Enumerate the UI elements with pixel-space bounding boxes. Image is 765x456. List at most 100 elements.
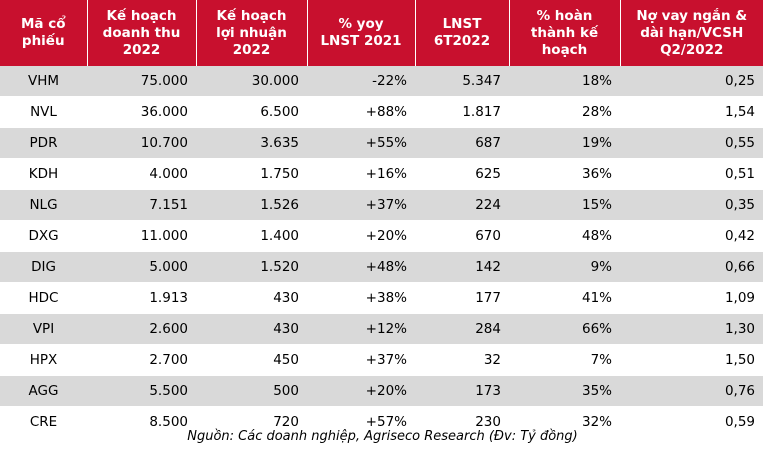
cell-completion: 48%	[509, 220, 620, 252]
table-body: VHM 75.000 30.000 -22% 5.347 18% 0,25 NVL 36.000…	[0, 66, 763, 438]
header-lnst-6t: LNST 6T2022	[415, 0, 510, 66]
cell-revenue-plan: 5.000	[87, 251, 196, 283]
table-row: VHM 75.000 30.000 -22% 5.347 18% 0,25	[0, 66, 763, 97]
cell-yoy: -22%	[307, 66, 415, 97]
table-row: CRE 8.500 720 +57% 230 32% 0,59	[0, 406, 763, 438]
header-ticker-label: Mã cổ phiếu	[20, 16, 66, 49]
cell-debt-ratio: 0,42	[620, 220, 763, 252]
cell-completion: 41%	[509, 282, 620, 314]
cell-profit-plan: 430	[196, 313, 307, 345]
cell-ticker: DIG	[0, 251, 87, 283]
source-note: Nguồn: Các doanh nghiệp, Agriseco Resear…	[187, 429, 578, 444]
cell-lnst-6t: 670	[415, 220, 509, 252]
cell-yoy: +48%	[307, 251, 415, 283]
cell-lnst-6t: 224	[415, 189, 509, 221]
cell-lnst-6t: 173	[415, 375, 509, 407]
table-row: VPI 2.600 430 +12% 284 66% 1,30	[0, 313, 763, 345]
cell-completion: 18%	[509, 66, 620, 97]
cell-revenue-plan: 5.500	[87, 375, 196, 407]
cell-yoy: +20%	[307, 220, 415, 252]
cell-completion: 15%	[509, 189, 620, 221]
cell-profit-plan: 30.000	[196, 66, 307, 97]
cell-debt-ratio: 1,09	[620, 282, 763, 314]
cell-completion: 9%	[509, 251, 620, 283]
cell-revenue-plan: 10.700	[87, 127, 196, 159]
cell-debt-ratio: 0,25	[620, 66, 763, 97]
cell-profit-plan: 6.500	[196, 96, 307, 128]
cell-ticker: VPI	[0, 313, 87, 345]
cell-lnst-6t: 284	[415, 313, 509, 345]
cell-lnst-6t: 1.817	[415, 96, 509, 128]
header-revenue-plan-label: Kế hoạch doanh thu 2022	[102, 7, 181, 58]
real-estate-plan-table: Mã cổ phiếu Kế hoạch doanh thu 2022 Kế h…	[0, 0, 763, 438]
cell-profit-plan: 1.400	[196, 220, 307, 252]
cell-yoy: +20%	[307, 375, 415, 407]
cell-profit-plan: 430	[196, 282, 307, 314]
cell-profit-plan: 450	[196, 344, 307, 376]
cell-debt-ratio: 0,66	[620, 251, 763, 283]
cell-yoy: +55%	[307, 127, 415, 159]
cell-yoy: +37%	[307, 344, 415, 376]
table-row: KDH 4.000 1.750 +16% 625 36% 0,51	[0, 158, 763, 190]
cell-profit-plan: 1.750	[196, 158, 307, 190]
table-row: HDC 1.913 430 +38% 177 41% 1,09	[0, 282, 763, 314]
cell-debt-ratio: 0,59	[620, 406, 763, 438]
cell-ticker: NVL	[0, 96, 87, 128]
cell-yoy: +38%	[307, 282, 415, 314]
header-row: Mã cổ phiếu Kế hoạch doanh thu 2022 Kế h…	[0, 0, 763, 66]
cell-yoy: +12%	[307, 313, 415, 345]
cell-yoy: +37%	[307, 189, 415, 221]
cell-completion: 32%	[509, 406, 620, 438]
cell-profit-plan: 3.635	[196, 127, 307, 159]
cell-completion: 35%	[509, 375, 620, 407]
cell-revenue-plan: 8.500	[87, 406, 196, 438]
table-row: NLG 7.151 1.526 +37% 224 15% 0,35	[0, 189, 763, 221]
cell-profit-plan: 500	[196, 375, 307, 407]
cell-lnst-6t: 687	[415, 127, 509, 159]
header-profit-plan-label: Kế hoạch lợi nhuận 2022	[216, 7, 287, 58]
cell-ticker: HPX	[0, 344, 87, 376]
header-completion-label: % hoàn thành kế hoạch	[530, 7, 599, 58]
header-debt-ratio-label: Nợ vay ngắn & dài hạn/VCSH Q2/2022	[636, 7, 748, 58]
table-header: Mã cổ phiếu Kế hoạch doanh thu 2022 Kế h…	[0, 0, 763, 66]
cell-completion: 7%	[509, 344, 620, 376]
table-row: DIG 5.000 1.520 +48% 142 9% 0,66	[0, 251, 763, 283]
cell-revenue-plan: 36.000	[87, 96, 196, 128]
header-yoy-label: % yoy LNST 2021	[320, 16, 402, 49]
cell-ticker: AGG	[0, 375, 87, 407]
header-debt-ratio: Nợ vay ngắn & dài hạn/VCSH Q2/2022	[620, 0, 763, 66]
header-profit-plan: Kế hoạch lợi nhuận 2022	[196, 0, 308, 66]
cell-revenue-plan: 2.600	[87, 313, 196, 345]
cell-debt-ratio: 1,54	[620, 96, 763, 128]
cell-revenue-plan: 2.700	[87, 344, 196, 376]
cell-profit-plan: 720	[196, 406, 307, 438]
cell-lnst-6t: 625	[415, 158, 509, 190]
cell-ticker: NLG	[0, 189, 87, 221]
cell-revenue-plan: 1.913	[87, 282, 196, 314]
cell-debt-ratio: 0,35	[620, 189, 763, 221]
cell-ticker: PDR	[0, 127, 87, 159]
header-revenue-plan: Kế hoạch doanh thu 2022	[87, 0, 197, 66]
cell-revenue-plan: 11.000	[87, 220, 196, 252]
cell-yoy: +16%	[307, 158, 415, 190]
table-row: PDR 10.700 3.635 +55% 687 19% 0,55	[0, 127, 763, 159]
table-row: HPX 2.700 450 +37% 32 7% 1,50	[0, 344, 763, 376]
table-row: NVL 36.000 6.500 +88% 1.817 28% 1,54	[0, 96, 763, 128]
cell-debt-ratio: 0,51	[620, 158, 763, 190]
cell-ticker: HDC	[0, 282, 87, 314]
cell-debt-ratio: 1,50	[620, 344, 763, 376]
cell-revenue-plan: 75.000	[87, 66, 196, 97]
cell-profit-plan: 1.520	[196, 251, 307, 283]
cell-revenue-plan: 7.151	[87, 189, 196, 221]
cell-ticker: CRE	[0, 406, 87, 438]
cell-lnst-6t: 142	[415, 251, 509, 283]
table-row: DXG 11.000 1.400 +20% 670 48% 0,42	[0, 220, 763, 252]
cell-yoy: +57%	[307, 406, 415, 438]
cell-lnst-6t: 230	[415, 406, 509, 438]
cell-yoy: +88%	[307, 96, 415, 128]
cell-completion: 36%	[509, 158, 620, 190]
cell-ticker: DXG	[0, 220, 87, 252]
cell-ticker: VHM	[0, 66, 87, 97]
cell-lnst-6t: 5.347	[415, 66, 509, 97]
cell-lnst-6t: 177	[415, 282, 509, 314]
